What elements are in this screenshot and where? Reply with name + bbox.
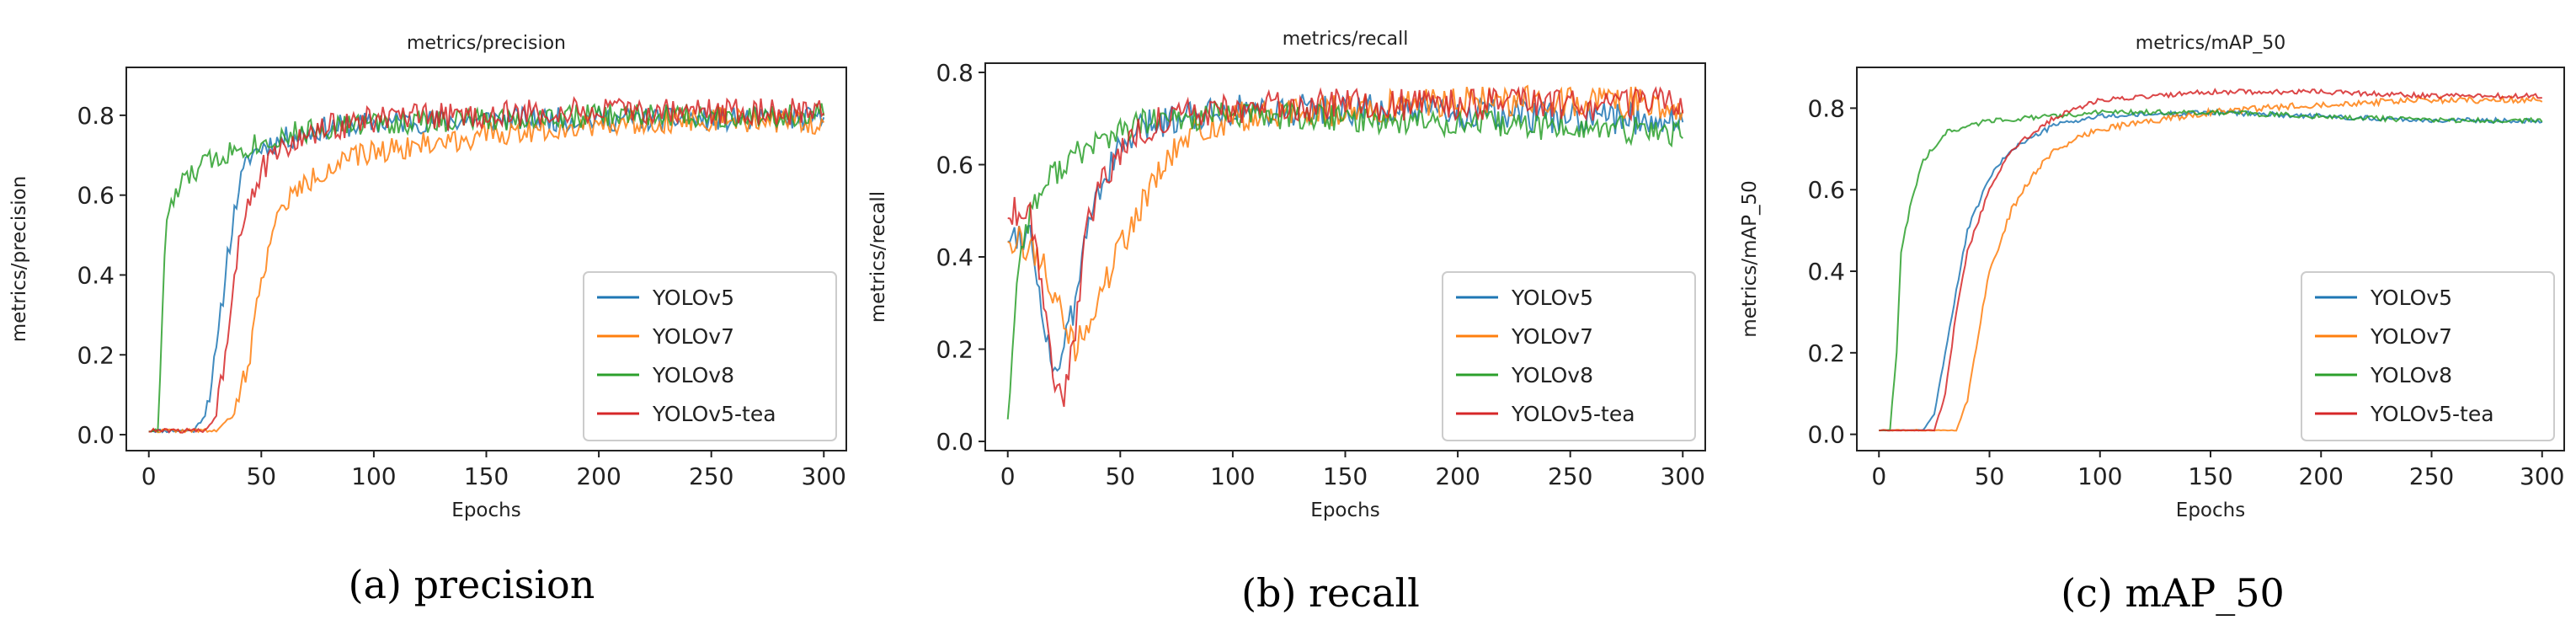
x-tick-label: 100	[351, 462, 396, 490]
y-tick-label: 0.4	[1807, 258, 1845, 286]
x-tick-label: 250	[2409, 462, 2454, 490]
series-line-yolov8	[1879, 108, 2543, 432]
legend-box	[2301, 271, 2555, 441]
legend: YOLOv5 YOLOv7 YOLOv8 YOLOv5-tea	[2301, 271, 2555, 441]
x-tick-label: 50	[1975, 462, 2005, 490]
x-axis-label: Epochs	[1310, 499, 1379, 521]
x-tick-label: 200	[1435, 462, 1480, 490]
legend-label: YOLOv5-tea	[652, 402, 776, 426]
legend-label: YOLOv7	[2370, 324, 2452, 349]
legend-label: YOLOv8	[1511, 363, 1593, 387]
y-tick-label: 0.2	[936, 336, 973, 364]
series-line-yolov5	[1007, 93, 1684, 374]
legend-label: YOLOv5	[652, 286, 734, 310]
legend: YOLOv5 YOLOv7 YOLOv8 YOLOv5-tea	[583, 271, 837, 441]
x-axis-label: Epochs	[451, 499, 520, 521]
x-tick-label: 0	[1871, 462, 1886, 490]
y-tick-label: 0.6	[936, 151, 973, 179]
y-tick-label: 0.6	[1807, 176, 1845, 204]
x-tick-label: 300	[2520, 462, 2564, 490]
legend-label: YOLOv5	[1511, 286, 1593, 310]
x-tick-label: 150	[464, 462, 509, 490]
chart-title: metrics/recall	[1283, 29, 1409, 50]
x-tick-label: 200	[2299, 462, 2344, 490]
x-tick-label: 250	[1548, 462, 1592, 490]
series-line-yolov5	[1879, 108, 2543, 432]
legend-label: YOLOv8	[652, 363, 734, 387]
y-tick-label: 0.0	[77, 421, 115, 449]
y-tick-label: 0.2	[77, 341, 115, 369]
series-line-yolov7	[1879, 94, 2543, 432]
y-tick-label: 0.0	[936, 428, 973, 456]
y-axis-label: metrics/mAP_50	[1739, 180, 1761, 338]
series-line-yolov5-tea	[1879, 88, 2542, 432]
series-line-yolov8	[148, 103, 825, 433]
y-tick-label: 0.0	[1807, 421, 1845, 449]
y-tick-label: 0.8	[77, 102, 115, 130]
figure-caption: (b) recall	[1241, 570, 1420, 616]
x-tick-label: 150	[2188, 462, 2232, 490]
legend: YOLOv5 YOLOv7 YOLOv8 YOLOv5-tea	[1442, 271, 1696, 441]
y-tick-label: 0.2	[1807, 339, 1845, 367]
figure-caption: (c) mAP_50	[2061, 570, 2285, 616]
x-tick-label: 50	[1105, 462, 1135, 490]
y-axis-label: metrics/precision	[8, 176, 30, 343]
chart-title: metrics/mAP_50	[2136, 33, 2285, 54]
legend-label: YOLOv7	[1511, 324, 1593, 349]
series-line-yolov5-tea	[148, 95, 825, 434]
legend-label: YOLOv5	[2370, 286, 2452, 310]
series-line-yolov7	[1007, 84, 1684, 362]
legend-box	[1442, 271, 1696, 441]
series-line-yolov7	[148, 107, 825, 434]
y-tick-label: 0.6	[77, 182, 115, 210]
y-tick-label: 0.4	[77, 261, 115, 289]
legend-box	[583, 271, 837, 441]
x-tick-label: 150	[1323, 462, 1368, 490]
x-axis-label: Epochs	[2176, 499, 2245, 521]
chart-1: metrics/recall 0 50 100 150 200 250 300 0.0 0.2 0.…	[867, 29, 1706, 616]
x-tick-label: 0	[141, 462, 157, 490]
x-tick-label: 100	[1210, 462, 1255, 490]
legend-label: YOLOv8	[2370, 363, 2452, 387]
x-tick-label: 300	[1661, 462, 1705, 490]
x-tick-label: 100	[2077, 462, 2122, 490]
x-tick-label: 200	[576, 462, 621, 490]
y-axis-label: metrics/recall	[867, 191, 889, 323]
x-tick-label: 0	[1000, 462, 1016, 490]
chart-title: metrics/precision	[407, 33, 566, 54]
legend-label: YOLOv5-tea	[1511, 402, 1635, 426]
y-tick-label: 0.8	[936, 59, 973, 87]
figure-caption: (a) precision	[349, 562, 595, 607]
x-tick-label: 50	[246, 462, 276, 490]
series-line-yolov5-tea	[1007, 86, 1684, 408]
y-tick-label: 0.8	[1807, 94, 1845, 122]
legend-label: YOLOv7	[652, 324, 734, 349]
y-tick-label: 0.4	[936, 243, 973, 271]
x-tick-label: 300	[802, 462, 846, 490]
x-tick-label: 250	[689, 462, 733, 490]
chart-2: metrics/mAP_50 0 50 100 150 200 250 300 0.0 0.2 0.…	[1739, 33, 2565, 616]
chart-0: metrics/precision 0 50 100 150 200 250 300 0.0 0.…	[8, 33, 847, 607]
legend-label: YOLOv5-tea	[2370, 402, 2494, 426]
